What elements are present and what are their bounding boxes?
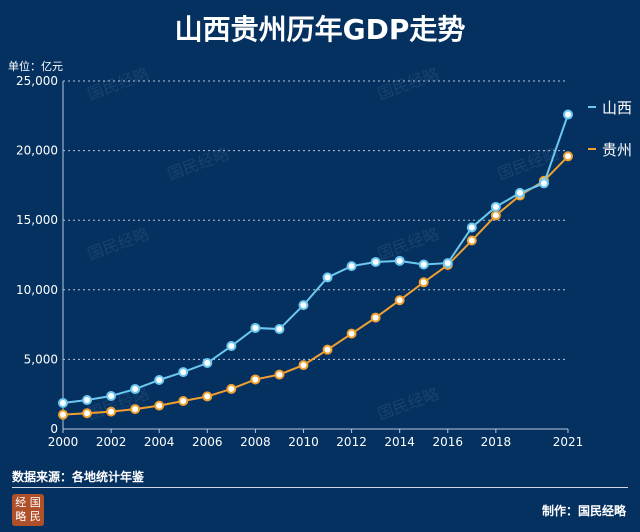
data-point xyxy=(298,360,309,371)
x-tick-label: 2006 xyxy=(192,435,223,449)
watermark: 国民经略 xyxy=(375,224,442,264)
divider xyxy=(12,487,628,488)
watermark: 国民经略 xyxy=(85,224,152,264)
data-point xyxy=(514,187,525,198)
x-tick-label: 2008 xyxy=(240,435,271,449)
data-point xyxy=(394,255,405,266)
data-point xyxy=(250,322,261,333)
y-tick-label: 25,000 xyxy=(16,74,58,88)
series-line xyxy=(62,155,569,416)
data-point xyxy=(274,369,285,380)
data-point xyxy=(418,277,429,288)
data-point xyxy=(82,395,93,406)
x-tick-label: 2002 xyxy=(96,435,127,449)
data-point xyxy=(202,358,213,369)
y-tick-label: 15,000 xyxy=(16,213,58,227)
data-source: 数据来源：各地统计年鉴 xyxy=(12,470,145,484)
data-point xyxy=(154,400,165,411)
x-tick-label: 2016 xyxy=(432,435,463,449)
y-tick-label: 10,000 xyxy=(16,283,58,297)
data-point xyxy=(563,151,573,162)
watermark: 国民经略 xyxy=(85,64,152,104)
data-point xyxy=(538,178,549,189)
data-point xyxy=(82,408,93,419)
data-point xyxy=(202,391,213,402)
unit-label: 单位：亿元 xyxy=(8,60,63,73)
data-point xyxy=(370,256,381,267)
data-point xyxy=(130,404,141,415)
data-point xyxy=(346,328,357,339)
data-point xyxy=(418,259,429,270)
watermark: 国民经略 xyxy=(375,64,442,104)
data-point xyxy=(346,261,357,272)
x-tick-label: 2004 xyxy=(144,435,175,449)
x-tick-label: 2012 xyxy=(336,435,367,449)
x-tick-label: 2010 xyxy=(288,435,319,449)
data-point xyxy=(490,201,501,212)
x-tick-label: 2014 xyxy=(384,435,415,449)
data-point xyxy=(322,272,333,283)
data-point xyxy=(466,235,477,246)
y-tick-label: 5,000 xyxy=(24,352,58,366)
data-point xyxy=(466,222,477,233)
y-tick-label: 20,000 xyxy=(16,144,58,158)
x-tick-label: 2021 xyxy=(553,435,584,449)
data-point xyxy=(370,312,381,323)
data-point xyxy=(58,409,68,420)
y-tick-label: 0 xyxy=(50,422,58,436)
data-point xyxy=(274,324,285,335)
data-point xyxy=(226,341,237,352)
data-point xyxy=(250,374,261,385)
data-point xyxy=(298,300,309,311)
data-point xyxy=(442,258,453,269)
logo: 经 国略 民 xyxy=(12,494,44,526)
data-point xyxy=(106,406,117,417)
x-tick-label: 2018 xyxy=(481,435,512,449)
data-point xyxy=(322,344,333,355)
data-point xyxy=(130,384,141,395)
data-point xyxy=(58,397,68,408)
watermark: 国民经略 xyxy=(375,384,442,424)
watermark: 国民经略 xyxy=(85,384,152,424)
x-tick-label: 2000 xyxy=(48,435,79,449)
data-point xyxy=(106,391,117,402)
data-point xyxy=(226,383,237,394)
legend-label: 贵州 xyxy=(602,141,632,159)
data-point xyxy=(563,109,573,120)
data-point xyxy=(154,375,165,386)
watermark: 国民经略 xyxy=(165,144,232,184)
data-point xyxy=(394,295,405,306)
data-point xyxy=(178,367,189,378)
chart-title: 山西贵州历年GDP走势 xyxy=(174,13,466,46)
series-line xyxy=(62,114,569,404)
data-point xyxy=(178,396,189,407)
data-point xyxy=(490,210,501,221)
credit: 制作：国民经略 xyxy=(541,504,626,518)
legend-label: 山西 xyxy=(602,99,632,117)
